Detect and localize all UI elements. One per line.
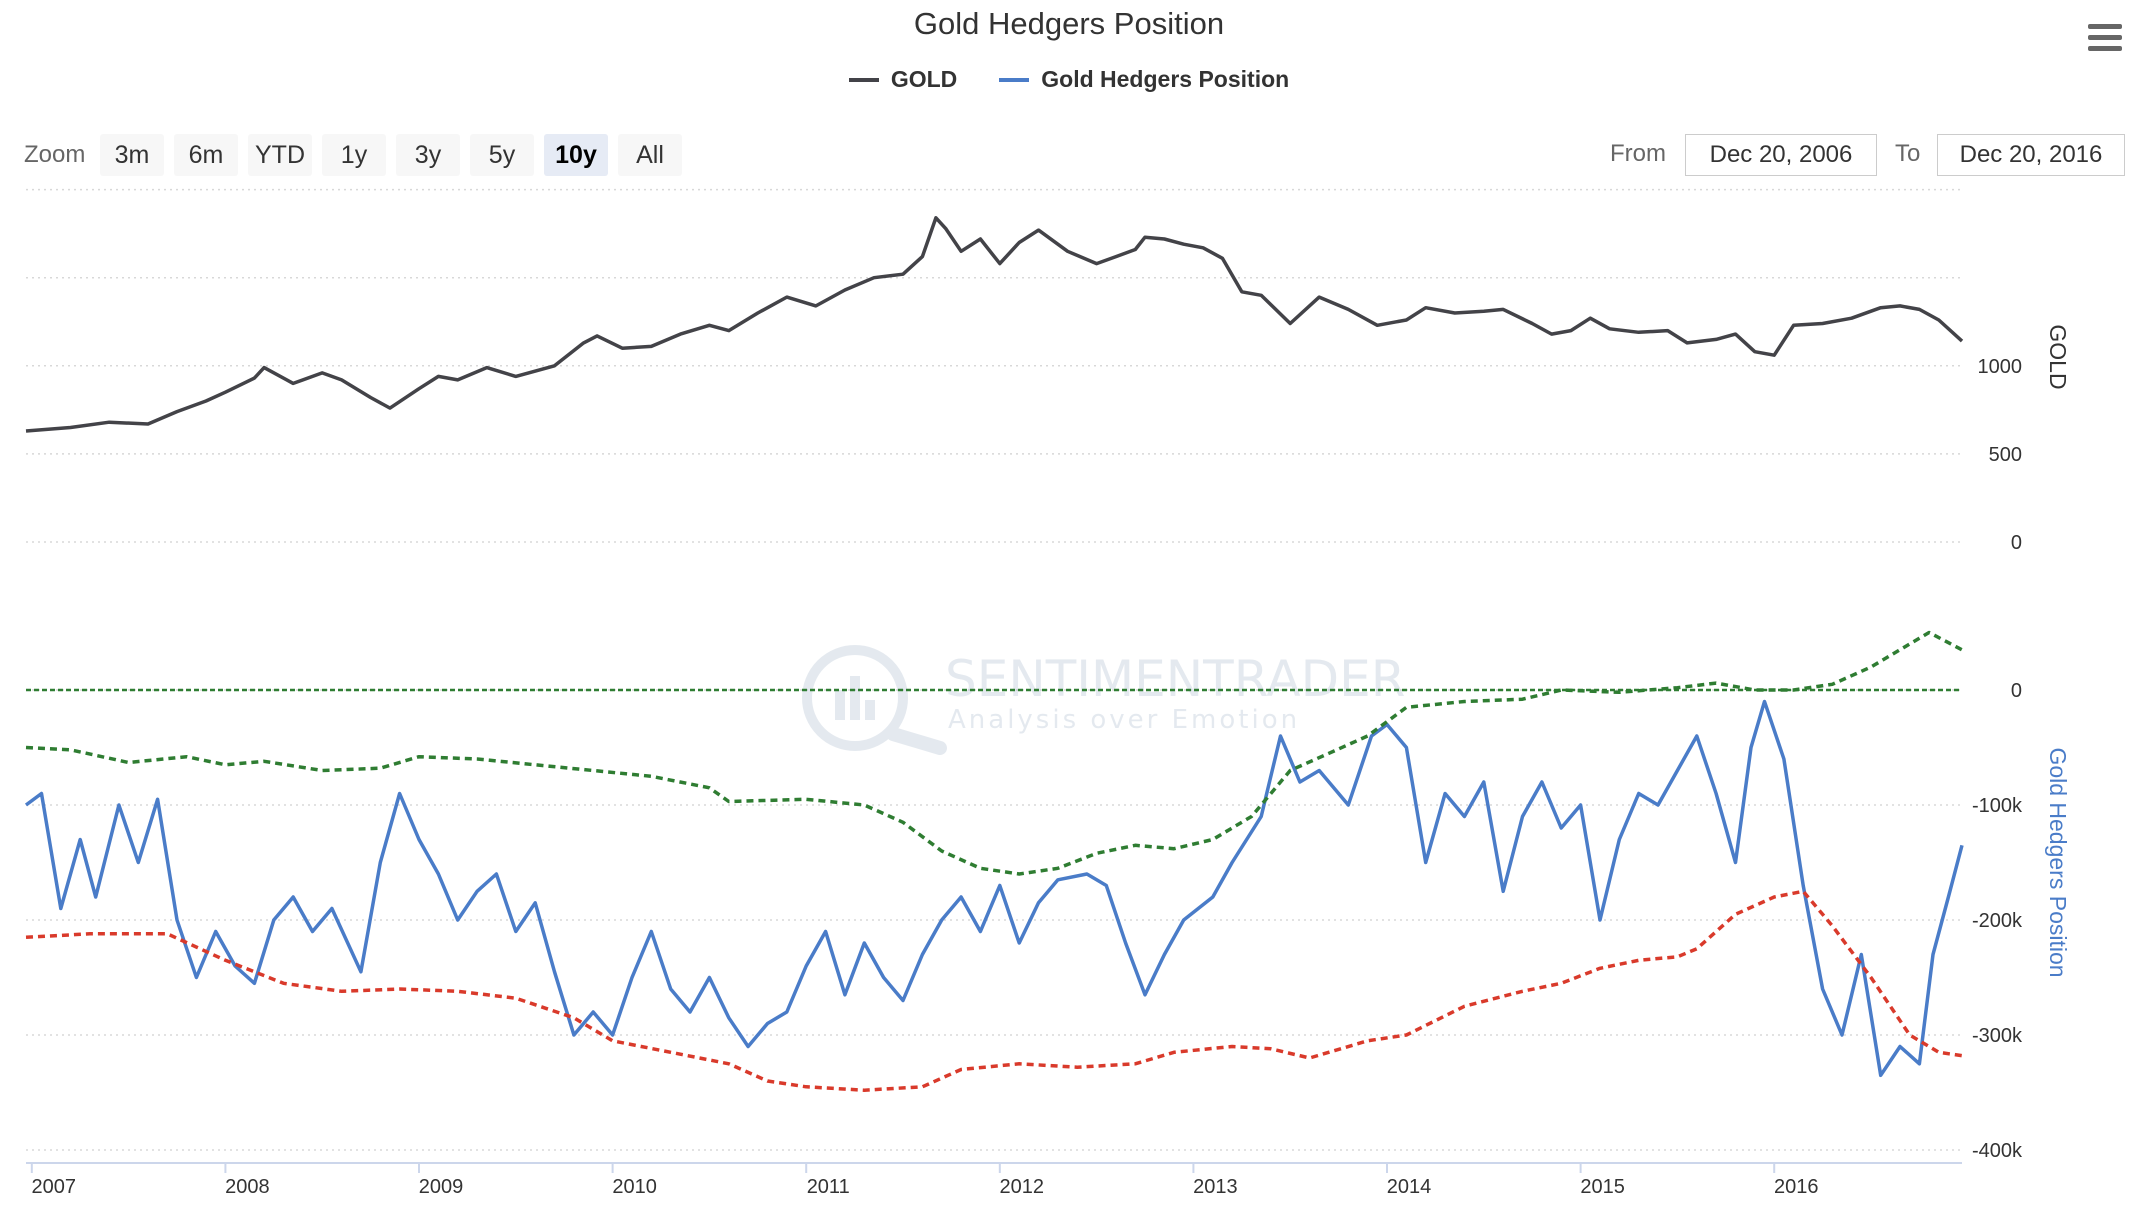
x-tick-label: 2016	[1774, 1176, 1819, 1198]
watermark-brand: SENTIMENTRADER	[945, 650, 1405, 708]
watermark-bar-icon	[850, 676, 860, 720]
watermark: SENTIMENTRADER Analysis over Emotion	[802, 645, 1405, 755]
x-tick-label: 2008	[225, 1176, 270, 1198]
zoom-all-button[interactable]: All	[618, 134, 682, 176]
y-tick-label: 0	[2011, 680, 2022, 702]
x-tick-label: 2009	[419, 1176, 464, 1198]
y-tick-label: 1000	[1978, 356, 2023, 378]
y-axis-title: Gold Hedgers Position	[2045, 747, 2071, 977]
x-tick-label: 2012	[1000, 1176, 1045, 1198]
y-tick-label: -200k	[1972, 910, 2023, 932]
zoom-5y-button[interactable]: 5y	[470, 134, 534, 176]
x-tick-label: 2011	[807, 1176, 850, 1198]
gold-swatch-icon	[848, 77, 879, 82]
x-tick-label: 2013	[1193, 1176, 1238, 1198]
watermark-tagline: Analysis over Emotion	[948, 705, 1300, 735]
y-axis-title: GOLD	[2045, 324, 2071, 389]
y-tick-label: -300k	[1972, 1025, 2023, 1047]
legend-item-hedgers[interactable]: Gold Hedgers Position	[999, 66, 1289, 93]
series-line-upper-band[interactable]	[25, 630, 1963, 876]
watermark-lens-icon	[802, 645, 908, 751]
series-line-gold-hedgers-position[interactable]	[24, 699, 1964, 1078]
legend-label-gold: GOLD	[890, 66, 958, 92]
legend: GOLD Gold Hedgers Position	[0, 66, 2138, 93]
zoom-6m-button[interactable]: 6m	[174, 134, 238, 176]
x-tick-label: 2015	[1580, 1176, 1625, 1198]
series-line-gold[interactable]	[25, 216, 1964, 433]
x-tick-label: 2014	[1387, 1176, 1432, 1198]
zoom-3y-button[interactable]: 3y	[396, 134, 460, 176]
x-tick-label: 2007	[32, 1176, 77, 1198]
watermark-bar-icon	[835, 690, 845, 720]
y-tick-label: 0	[2011, 532, 2022, 554]
to-date-input[interactable]: Dec 20, 2016	[1937, 134, 2125, 176]
chart-title: Gold Hedgers Position	[913, 6, 1225, 41]
series-lines	[24, 216, 1964, 1092]
y-tick-label: 500	[1989, 444, 2022, 466]
legend-label-hedgers: Gold Hedgers Position	[1041, 66, 1290, 92]
series-line-lower-band[interactable]	[25, 889, 1963, 1092]
y-tick-label: -400k	[1972, 1140, 2023, 1162]
hedgers-swatch-icon	[999, 77, 1030, 82]
x-tick-label: 2010	[612, 1176, 657, 1198]
zoom-3m-button[interactable]: 3m	[100, 134, 164, 176]
axes: 1000 500 0 GOLD 0 -100k -200k -300k -400k Gold He…	[26, 324, 2071, 1198]
from-label: From	[1610, 140, 1666, 167]
to-label: To	[1895, 140, 1921, 167]
zoom-1y-button[interactable]: 1y	[322, 134, 386, 176]
from-date-input[interactable]: Dec 20, 2006	[1685, 134, 1877, 176]
zoom-ytd-button[interactable]: YTD	[248, 134, 312, 176]
y-tick-label: -100k	[1972, 795, 2023, 817]
zoom-10y-button[interactable]: 10y	[544, 134, 608, 176]
watermark-handle-icon	[886, 727, 947, 755]
watermark-bar-icon	[865, 700, 875, 720]
zoom-label: Zoom	[24, 141, 86, 168]
hamburger-menu-icon[interactable]	[2088, 24, 2122, 54]
legend-item-gold[interactable]: GOLD	[848, 66, 958, 93]
